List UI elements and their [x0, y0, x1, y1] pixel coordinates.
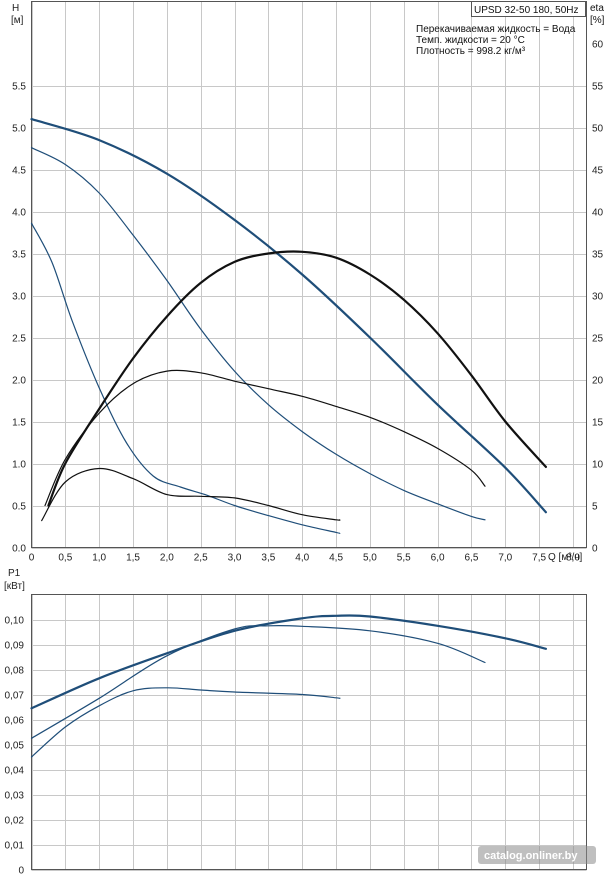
h-tick-label: 0.0	[12, 544, 26, 555]
eta-tick-label: 55	[592, 82, 604, 93]
x-tick-label: 4,0	[295, 553, 309, 564]
p1-tick-label: 0,02	[5, 816, 25, 827]
model-box	[471, 1, 586, 17]
x-tick-label: 2,5	[194, 553, 208, 564]
head-curve-1	[30, 118, 547, 514]
eta-axis-label: eta	[590, 3, 604, 14]
h-tick-label: 2.5	[12, 334, 26, 345]
q-axis-label: Q [м³/ч]	[548, 552, 583, 563]
top-tick-labels: 0 0,5 1,0 1,5 2,0 2,5 3,0 3,5 4,0 4,5 5,0 5,5 6,0 6,5…	[12, 40, 603, 564]
p1-tick-label: 0,05	[5, 741, 25, 752]
efficiency-curve-4	[47, 250, 547, 507]
p1-tick-label: 0,09	[5, 641, 25, 652]
x-tick-label: 0	[29, 553, 35, 564]
h-tick-label: 5.5	[12, 82, 26, 93]
density-info: Плотность = 998.2 кг/м³	[416, 46, 526, 57]
eta-tick-label: 5	[592, 502, 598, 513]
p1-tick-label: 0,08	[5, 666, 25, 677]
power-curve-1	[30, 614, 547, 710]
x-tick-label: 1,0	[92, 553, 106, 564]
x-tick-label: 5,0	[363, 553, 377, 564]
bottom-plot-frame	[31, 594, 587, 870]
h-tick-label: 2.0	[12, 376, 26, 387]
eta-tick-label: 10	[592, 460, 604, 471]
model-title: UPSD 32-50 180, 50Hz	[474, 5, 579, 16]
eta-axis-unit: [%]	[590, 15, 605, 26]
p1-tick-label: 0,07	[5, 691, 25, 702]
h-tick-label: 5.0	[12, 124, 26, 135]
eta-tick-label: 15	[592, 418, 604, 429]
eta-tick-label: 50	[592, 124, 604, 135]
eta-tick-label: 60	[592, 40, 604, 51]
head-curve-2	[30, 147, 486, 521]
efficiency-curve-5	[44, 369, 486, 507]
p1-tick-label: 0	[18, 866, 24, 877]
curves	[30, 118, 547, 758]
p1-axis-label: P1	[8, 568, 21, 579]
x-tick-label: 7,0	[498, 553, 512, 564]
eta-tick-label: 35	[592, 250, 604, 261]
watermark-bg	[478, 846, 596, 864]
h-tick-label: 1.5	[12, 418, 26, 429]
p1-tick-label: 0,04	[5, 766, 25, 777]
fluid-info: Перекачиваемая жидкость = Вода	[416, 24, 576, 35]
x-tick-label: 3,5	[261, 553, 275, 564]
watermark: catalog.onliner.by	[484, 850, 578, 862]
h-axis-label: H	[12, 3, 19, 14]
x-tick-label: 2,0	[160, 553, 174, 564]
head-curve-3	[30, 222, 341, 534]
efficiency-curve-6	[41, 467, 341, 522]
x-tick-label: 3,0	[228, 553, 242, 564]
eta-tick-label: 40	[592, 208, 604, 219]
h-tick-label: 4.0	[12, 208, 26, 219]
x-tick-label: 6,0	[431, 553, 445, 564]
x-tick-label: 1,5	[126, 553, 140, 564]
temperature-info: Темп. жидкости = 20 °C	[416, 35, 525, 46]
x-tick-label: 4,5	[329, 553, 343, 564]
x-tick-label: 0,5	[58, 553, 72, 564]
bottom-tick-labels: 0 0,01 0,02 0,03 0,04 0,05 0,06 0,07 0,08 0,09 0,1…	[5, 616, 25, 877]
p1-tick-label: 0,10	[5, 616, 25, 627]
x-tick-label: 6,5	[464, 553, 478, 564]
bottom-grid	[31, 594, 587, 871]
power-curve-2	[30, 624, 486, 739]
h-tick-label: 0.5	[12, 502, 26, 513]
x-tick-label: 8,0	[566, 553, 580, 564]
p1-axis-unit: [кВт]	[4, 581, 25, 592]
p1-tick-label: 0,01	[5, 841, 25, 852]
h-tick-label: 3.0	[12, 292, 26, 303]
x-tick-label: 5,5	[397, 553, 411, 564]
top-plot-frame	[31, 1, 587, 548]
eta-tick-label: 20	[592, 376, 604, 387]
eta-tick-label: 30	[592, 292, 604, 303]
x-tick-label: 7,5	[532, 553, 546, 564]
eta-tick-label: 45	[592, 166, 604, 177]
p1-tick-label: 0,06	[5, 716, 25, 727]
eta-tick-label: 0	[592, 544, 598, 555]
eta-tick-label: 25	[592, 334, 604, 345]
h-tick-label: 3.5	[12, 250, 26, 261]
p1-tick-label: 0,03	[5, 791, 25, 802]
power-curve-3	[30, 687, 341, 758]
h-axis-unit: [м]	[11, 15, 24, 26]
h-tick-label: 4.5	[12, 166, 26, 177]
h-tick-label: 1.0	[12, 460, 26, 471]
